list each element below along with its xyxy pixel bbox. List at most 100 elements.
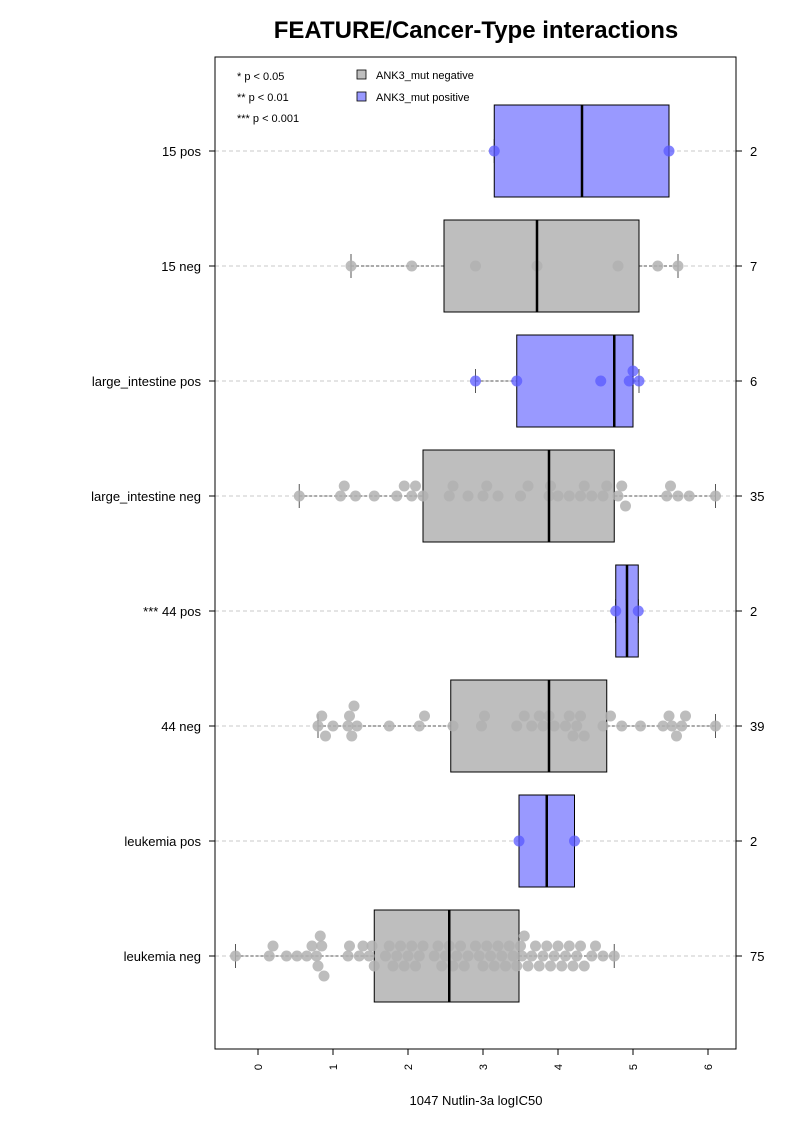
data-point bbox=[556, 960, 568, 972]
data-point bbox=[357, 940, 369, 952]
data-point bbox=[281, 950, 292, 962]
data-point bbox=[419, 710, 430, 722]
group-label: 15 pos bbox=[162, 144, 202, 159]
data-point bbox=[443, 490, 455, 502]
data-point bbox=[230, 950, 241, 962]
data-point bbox=[533, 710, 545, 722]
data-point bbox=[526, 950, 538, 962]
data-point bbox=[560, 720, 571, 732]
data-point bbox=[575, 940, 586, 952]
data-point bbox=[368, 960, 380, 972]
legend-label-positive: ANK3_mut positive bbox=[376, 92, 470, 104]
data-point bbox=[410, 480, 421, 492]
chart-title: FEATURE/Cancer-Type interactions bbox=[274, 17, 679, 44]
data-point bbox=[545, 480, 556, 492]
data-point bbox=[672, 260, 684, 272]
data-point bbox=[552, 490, 564, 502]
x-tick-label: 1 bbox=[328, 1064, 340, 1070]
group-label: leukemia neg bbox=[124, 949, 201, 964]
data-point bbox=[663, 145, 675, 157]
data-point bbox=[590, 940, 601, 952]
x-tick-label: 6 bbox=[703, 1064, 715, 1070]
group-count: 39 bbox=[750, 719, 764, 734]
data-point bbox=[571, 720, 583, 732]
data-point bbox=[320, 730, 331, 742]
data-point bbox=[413, 950, 425, 962]
data-point bbox=[623, 375, 635, 387]
data-point bbox=[632, 605, 644, 617]
data-point bbox=[342, 950, 354, 962]
data-point bbox=[417, 490, 429, 502]
sig-legend-2: ** p < 0.01 bbox=[237, 92, 289, 104]
group-count: 2 bbox=[750, 604, 757, 619]
data-point bbox=[518, 710, 530, 722]
data-point bbox=[338, 480, 350, 492]
data-point bbox=[537, 720, 549, 732]
data-point bbox=[548, 950, 560, 962]
sig-legend-3: *** p < 0.001 bbox=[237, 113, 299, 125]
x-tick-label: 5 bbox=[628, 1064, 640, 1070]
data-point bbox=[488, 960, 500, 972]
data-point bbox=[398, 480, 410, 492]
data-point bbox=[417, 940, 429, 952]
group-count: 35 bbox=[750, 489, 764, 504]
data-point bbox=[586, 490, 598, 502]
data-point bbox=[578, 480, 590, 492]
data-point bbox=[473, 950, 485, 962]
data-point bbox=[447, 480, 459, 492]
data-point bbox=[563, 940, 575, 952]
data-point bbox=[398, 960, 410, 972]
data-point bbox=[267, 940, 279, 952]
group-count: 7 bbox=[750, 259, 757, 274]
data-point bbox=[344, 710, 355, 722]
data-point bbox=[492, 490, 504, 502]
data-point bbox=[342, 720, 354, 732]
data-point bbox=[608, 950, 620, 962]
data-point bbox=[633, 375, 645, 387]
data-point bbox=[515, 490, 526, 502]
group-count: 75 bbox=[750, 949, 764, 964]
data-point bbox=[522, 960, 534, 972]
data-point bbox=[710, 490, 721, 502]
data-point bbox=[477, 960, 489, 972]
data-point bbox=[541, 940, 553, 952]
data-point bbox=[671, 730, 682, 742]
data-point bbox=[344, 940, 355, 952]
data-point bbox=[571, 950, 583, 962]
data-point bbox=[665, 480, 676, 492]
group-label: 15 neg bbox=[161, 259, 201, 274]
data-point bbox=[470, 940, 481, 952]
data-point bbox=[635, 720, 646, 732]
data-point bbox=[481, 480, 493, 492]
data-point bbox=[563, 710, 575, 722]
x-tick-label: 4 bbox=[553, 1064, 565, 1070]
data-point bbox=[383, 720, 395, 732]
legend-label-negative: ANK3_mut negative bbox=[376, 70, 474, 82]
data-point bbox=[402, 950, 414, 962]
data-point bbox=[406, 490, 418, 502]
data-point bbox=[569, 835, 580, 847]
data-point bbox=[462, 950, 474, 962]
data-point bbox=[316, 710, 328, 722]
data-point bbox=[455, 940, 466, 952]
data-point bbox=[522, 480, 534, 492]
data-point bbox=[428, 950, 440, 962]
group-label: *** 44 pos bbox=[143, 604, 201, 619]
data-point bbox=[263, 950, 275, 962]
data-point bbox=[511, 720, 523, 732]
data-point bbox=[413, 720, 425, 732]
data-point bbox=[511, 960, 523, 972]
data-point bbox=[306, 940, 318, 952]
data-point bbox=[620, 500, 631, 512]
data-point bbox=[563, 490, 575, 502]
data-point bbox=[346, 730, 358, 742]
data-point bbox=[500, 960, 511, 972]
data-point bbox=[492, 940, 504, 952]
data-point bbox=[652, 260, 664, 272]
data-point bbox=[567, 730, 579, 742]
data-point bbox=[612, 260, 624, 272]
data-point bbox=[410, 960, 421, 972]
data-point bbox=[511, 375, 523, 387]
data-point bbox=[391, 950, 403, 962]
data-point bbox=[578, 960, 590, 972]
